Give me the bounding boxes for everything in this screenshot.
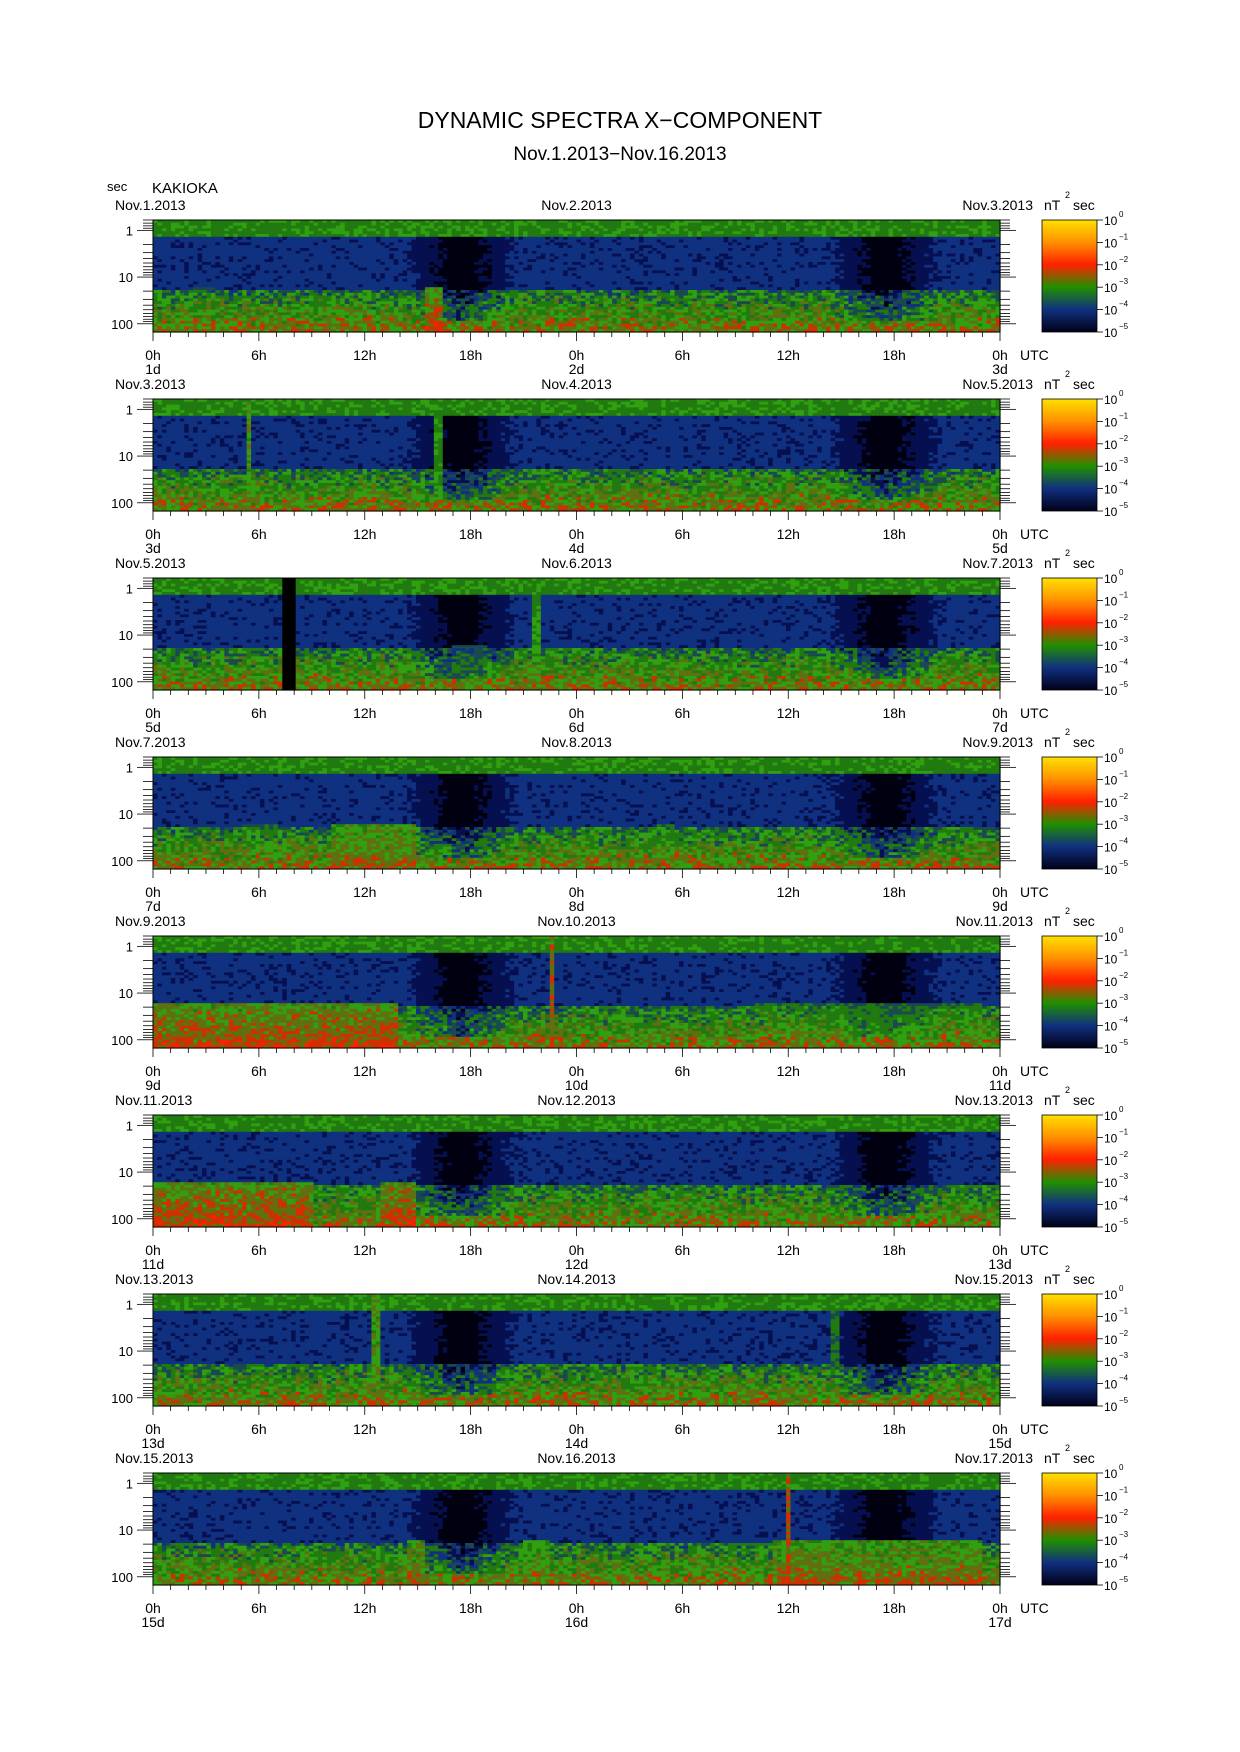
panel-start-date: Nov.1.2013 <box>115 197 186 213</box>
panel-end-date: Nov.3.2013 <box>962 197 1033 213</box>
figure-title: DYNAMIC SPECTRA X−COMPONENT <box>418 107 822 133</box>
panel-mid-date: Nov.2.2013 <box>541 197 612 213</box>
y-unit-label: sec <box>107 179 128 194</box>
figure-subtitle: Nov.1.2013−Nov.16.2013 <box>513 144 726 165</box>
spectrogram-cells <box>153 220 1001 333</box>
station-name: KAKIOKA <box>152 180 218 197</box>
